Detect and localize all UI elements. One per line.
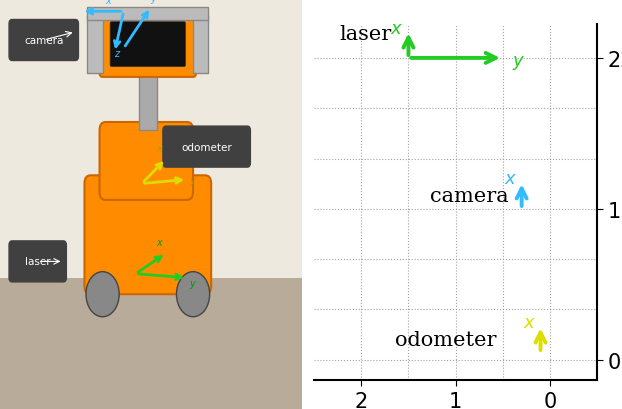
- Polygon shape: [88, 16, 103, 74]
- Polygon shape: [193, 16, 208, 74]
- Text: camera: camera: [430, 186, 509, 205]
- Text: $x$: $x$: [156, 143, 164, 153]
- Text: laser: laser: [25, 257, 50, 267]
- Circle shape: [177, 272, 210, 317]
- Polygon shape: [0, 278, 302, 409]
- FancyBboxPatch shape: [100, 123, 193, 200]
- Text: $x$: $x$: [156, 237, 164, 247]
- FancyBboxPatch shape: [100, 12, 196, 78]
- Text: $y$: $y$: [189, 176, 197, 188]
- Text: $x$: $x$: [504, 169, 517, 187]
- Polygon shape: [88, 8, 208, 20]
- Text: laser: laser: [340, 25, 392, 44]
- Text: $y$: $y$: [189, 278, 197, 290]
- Polygon shape: [0, 0, 302, 278]
- Text: camera: camera: [24, 36, 63, 46]
- FancyBboxPatch shape: [110, 22, 185, 67]
- Text: $x$: $x$: [391, 20, 404, 38]
- Text: $y$: $y$: [150, 0, 158, 6]
- FancyBboxPatch shape: [85, 176, 211, 294]
- FancyBboxPatch shape: [9, 20, 78, 61]
- FancyBboxPatch shape: [9, 241, 67, 282]
- Text: $y$: $y$: [512, 54, 526, 72]
- Text: $x$: $x$: [104, 0, 113, 6]
- Text: odometer: odometer: [396, 330, 497, 349]
- Polygon shape: [139, 74, 157, 131]
- FancyBboxPatch shape: [163, 127, 251, 168]
- Text: $z$: $z$: [114, 49, 121, 59]
- Text: odometer: odometer: [181, 142, 232, 152]
- Text: $x$: $x$: [522, 313, 536, 331]
- Circle shape: [86, 272, 119, 317]
